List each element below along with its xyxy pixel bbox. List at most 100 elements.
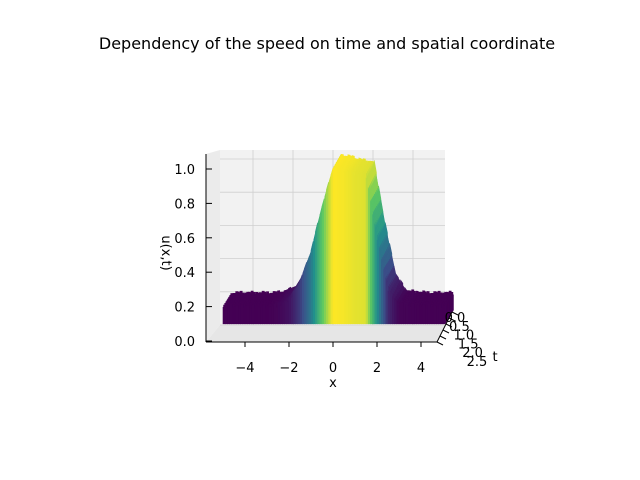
surface-strip — [262, 304, 266, 325]
surface-strip — [224, 304, 228, 325]
surface-strip — [275, 306, 279, 325]
surface-strip — [286, 300, 290, 325]
surface-strip — [297, 282, 301, 325]
surface-strip — [242, 307, 246, 325]
surface-strip — [383, 269, 387, 325]
side-pane — [206, 150, 220, 342]
surface-strip — [279, 303, 283, 325]
surface-strip — [400, 302, 404, 325]
surface-strip — [233, 306, 237, 325]
surface-strip — [288, 293, 292, 325]
surface-strip — [418, 306, 422, 325]
surface-strip — [339, 171, 343, 325]
t-tick-mark — [451, 311, 459, 316]
z-ticks: 0.0 0.2 0.4 0.6 0.8 1.0 — [174, 163, 212, 350]
surface-strip — [436, 308, 439, 325]
surface-strip — [361, 176, 365, 325]
surface-strip — [420, 306, 424, 325]
z-tick-label: 0.2 — [174, 301, 195, 316]
surface-strip — [440, 307, 444, 325]
t-axis-line — [436, 311, 453, 343]
chart-title: Dependency of the speed on time and spat… — [99, 34, 555, 53]
surface-strip — [354, 175, 358, 325]
surface-strip — [422, 304, 426, 325]
surface-strip — [312, 235, 316, 325]
surface-strip — [442, 305, 446, 325]
surface-strip — [301, 272, 305, 325]
surface-strip — [359, 173, 362, 325]
surface-strip — [374, 223, 378, 325]
x-tick-label: 0 — [329, 361, 337, 376]
surface-strip — [356, 173, 360, 325]
t-tick-mark — [442, 329, 450, 334]
surface-strip — [403, 306, 406, 325]
surface-strip — [376, 239, 380, 325]
surface-strip — [246, 305, 250, 325]
surface-strip — [343, 171, 347, 325]
surface-strip — [308, 251, 312, 325]
surface-strip — [392, 295, 395, 325]
surface-strip — [427, 304, 431, 325]
surface-strip — [317, 217, 321, 325]
surface-strip — [227, 308, 230, 325]
surface-strip — [229, 304, 233, 325]
t-tick-label: 1.0 — [453, 329, 474, 344]
surface-strip — [271, 305, 274, 325]
surface-strip — [387, 290, 391, 325]
surface-strip — [299, 274, 303, 325]
surface-strip — [425, 308, 428, 325]
surface-strip — [365, 177, 369, 325]
t-axis-label: t — [492, 350, 497, 365]
surface-strip — [310, 241, 314, 325]
surface-strip — [431, 306, 435, 325]
surface-strip — [222, 307, 226, 325]
surface-strip — [409, 306, 413, 325]
surface-strip — [255, 304, 259, 325]
z-axis-label: u(x,t) — [158, 235, 173, 270]
surface-strip — [249, 307, 252, 325]
surface-strip — [257, 306, 261, 325]
z-tick-label: 0.6 — [174, 232, 195, 247]
surface-strip — [282, 300, 285, 325]
surface-strip — [240, 304, 244, 325]
surface-strip — [273, 303, 277, 325]
surface-strip — [326, 181, 329, 325]
surface-strip — [381, 258, 384, 325]
surface-strip — [260, 307, 263, 325]
t-tick-mark — [448, 317, 456, 322]
surface-strip — [334, 170, 338, 325]
x-tick-label: 2 — [373, 361, 381, 376]
surface-strip — [429, 307, 433, 325]
surface-strip — [319, 206, 323, 325]
surface-strip — [372, 214, 376, 325]
surface-strip — [323, 193, 327, 325]
surface-strip — [389, 289, 393, 325]
surface-strip — [433, 305, 437, 325]
surface-strip — [332, 168, 336, 325]
surface-strip — [414, 307, 417, 325]
x-tick-label: 4 — [417, 361, 425, 376]
surface-strip — [268, 306, 272, 325]
surface-strip — [396, 299, 400, 325]
surface-strip — [315, 222, 318, 325]
z-tick-label: 1.0 — [174, 163, 195, 178]
t-tick-label: 1.5 — [458, 337, 479, 352]
surface-strip — [350, 174, 354, 325]
surface-strip — [385, 277, 389, 325]
x-tick-label: −4 — [235, 361, 254, 376]
surface-strip — [284, 299, 288, 325]
surface-strip — [264, 308, 268, 325]
t-tick-mark — [436, 341, 444, 346]
surface-strip — [438, 304, 442, 325]
surface-strip — [378, 246, 382, 325]
surface-strip — [304, 262, 307, 325]
surface-strip — [306, 258, 310, 325]
surface-strip — [235, 305, 239, 325]
x-tick-label: −2 — [279, 361, 298, 376]
surface-strip — [370, 200, 373, 325]
surface-strip — [330, 167, 334, 325]
surface-strip — [321, 198, 325, 325]
surface-strip — [295, 285, 299, 325]
